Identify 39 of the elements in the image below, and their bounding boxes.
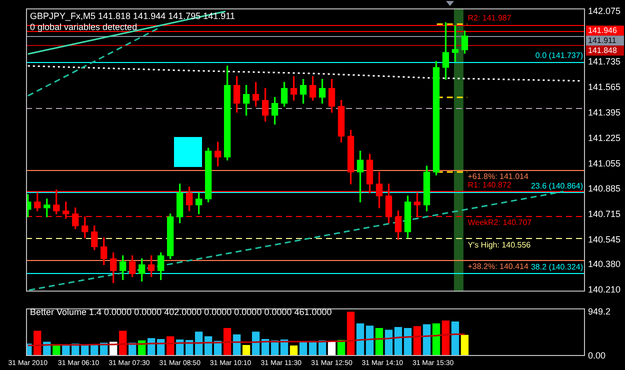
y-tick-label: 949.2 xyxy=(588,306,611,317)
bar xyxy=(394,327,402,356)
ref-line-label: 38.2 (140.324) xyxy=(530,262,584,272)
y-tick-label: 141.735 xyxy=(588,56,621,67)
y-tick-label: 140.885 xyxy=(588,184,621,194)
y-tick-label: 141.395 xyxy=(588,107,621,118)
chart-title: Better Volume 1.4 0.0000 0.0000 402.0000 0.0000 0.0000 0.0000 461.0000 xyxy=(30,307,332,318)
bar xyxy=(328,342,336,356)
y-tick-label: 140.715 xyxy=(588,209,621,220)
bar xyxy=(422,324,431,356)
y-tick-label: 140.210 xyxy=(588,284,621,295)
y-tick-label: 0.00 xyxy=(588,350,606,360)
ref-line-label: 0.0 (141.737) xyxy=(535,51,584,60)
ref-line-label: 141.848 xyxy=(588,46,618,55)
bar xyxy=(442,320,450,356)
bar xyxy=(413,326,422,356)
bar xyxy=(366,326,374,356)
line-series xyxy=(27,65,582,82)
ref-line-label: 23.6 (140.864) xyxy=(530,182,584,191)
ref-line-label: WeekR2: 140.707 xyxy=(468,218,532,228)
y-tick-label: 141.225 xyxy=(588,132,621,143)
ref-line-label: +61.8%: 141.014 xyxy=(468,172,529,182)
ref-line-label: 141.911 xyxy=(588,36,617,45)
ref-line-label: R2: 141.987 xyxy=(468,14,512,23)
y-tick-label: 141.565 xyxy=(588,82,621,92)
bar xyxy=(460,334,469,356)
bar xyxy=(356,323,364,356)
y-tick-label: 142.075 xyxy=(588,6,621,16)
ref-line-label: 141.946 xyxy=(588,26,618,35)
bar xyxy=(346,312,355,356)
y-tick-label: 140.380 xyxy=(588,259,621,270)
ref-line-label: Y's High: 140.556 xyxy=(468,240,532,250)
ref-line-label: +38.2%: 140.414 xyxy=(468,262,529,271)
y-tick-label: 141.055 xyxy=(588,158,621,168)
chart-title: GBPJPY_Fx,M5 141.818 141.944 141.795 141.911 xyxy=(30,11,235,22)
bar xyxy=(432,323,440,356)
ref-line-label: R1: 140.872 xyxy=(468,180,512,190)
y-tick-label: 140.545 xyxy=(588,234,621,245)
bar xyxy=(451,321,460,356)
